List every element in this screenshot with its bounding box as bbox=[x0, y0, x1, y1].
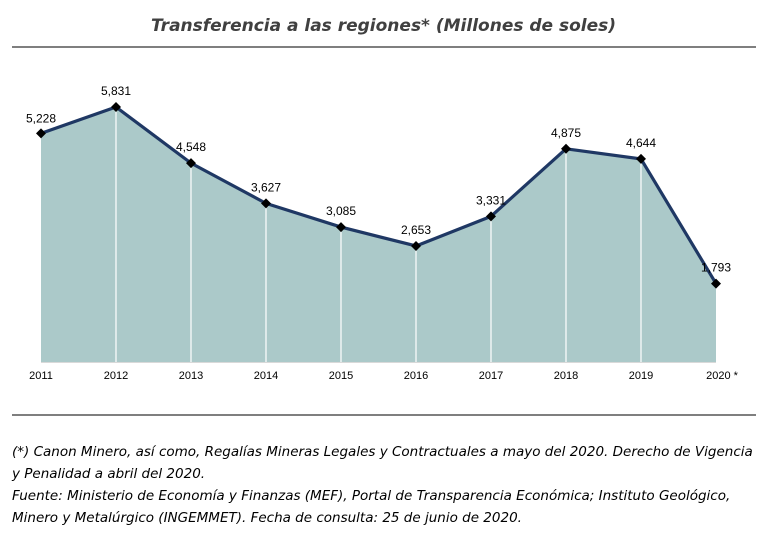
data-label: 1,793 bbox=[701, 261, 731, 275]
data-point-marker bbox=[711, 278, 721, 289]
x-tick-label: 2013 bbox=[179, 370, 203, 382]
area-fill bbox=[41, 107, 716, 362]
data-label: 5,831 bbox=[101, 84, 131, 98]
chart-title: Transferencia a las regiones* (Millones … bbox=[150, 16, 617, 36]
data-label: 5,228 bbox=[26, 111, 56, 125]
data-label: 4,548 bbox=[176, 140, 206, 154]
x-tick-label: 2014 bbox=[254, 370, 278, 382]
x-tick-label: 2015 bbox=[329, 370, 353, 382]
data-label: 3,331 bbox=[476, 193, 506, 207]
top-divider bbox=[12, 46, 756, 48]
data-label: 3,085 bbox=[326, 204, 356, 218]
x-tick-label: 2012 bbox=[104, 370, 128, 382]
bottom-divider bbox=[12, 414, 756, 416]
data-point-marker bbox=[111, 102, 121, 112]
data-label: 4,644 bbox=[626, 136, 656, 150]
data-point-marker bbox=[36, 128, 46, 139]
data-point-marker bbox=[336, 222, 346, 233]
footnote: (*) Canon Minero, así como, Regalías Min… bbox=[12, 444, 753, 482]
series-line bbox=[40, 105, 718, 285]
x-tick-label: 2011 bbox=[29, 370, 53, 382]
data-point-marker bbox=[561, 143, 571, 154]
data-point-marker bbox=[411, 240, 421, 251]
data-point-marker bbox=[261, 198, 271, 209]
x-tick-label: 2020 * bbox=[706, 370, 739, 382]
source-note: Fuente: Ministerio de Economía y Finanza… bbox=[12, 488, 731, 526]
x-tick-label: 2018 bbox=[554, 370, 578, 382]
data-label: 4,875 bbox=[551, 126, 581, 140]
x-tick-label: 2019 bbox=[629, 370, 653, 382]
area-chart: 5,228 5,831 4,548 3,627 3,085 2,653 3,331 4,875… bbox=[26, 84, 739, 382]
x-tick-label: 2017 bbox=[479, 370, 503, 382]
x-tick-label: 2016 bbox=[404, 370, 428, 382]
plot-area: 5,228 5,831 4,548 3,627 3,085 2,653 3,331 4,875… bbox=[26, 84, 739, 382]
data-label: 3,627 bbox=[251, 180, 281, 194]
data-point-marker bbox=[186, 158, 196, 169]
data-label: 2,653 bbox=[401, 223, 431, 237]
data-point-marker bbox=[636, 153, 646, 164]
data-point-marker bbox=[486, 211, 496, 222]
